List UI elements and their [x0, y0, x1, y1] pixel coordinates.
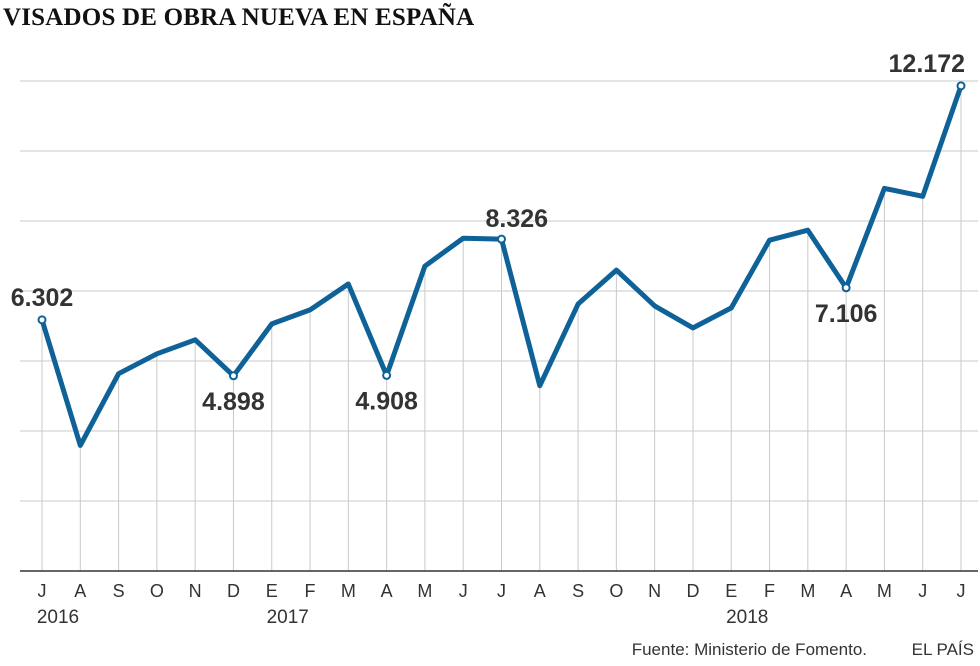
data-point — [806, 228, 810, 232]
x-tick-label: A — [534, 581, 546, 601]
data-label: 6.302 — [11, 284, 74, 312]
annotated-point-marker — [841, 283, 851, 293]
data-label: 8.326 — [486, 205, 549, 233]
chart-title: VISADOS DE OBRA NUEVA EN ESPAÑA — [3, 4, 475, 31]
brand-logo-text: EL PAÍS — [911, 640, 974, 659]
x-tick-label: E — [266, 581, 278, 601]
x-tick-label: M — [877, 581, 892, 601]
x-tick-label: M — [341, 581, 356, 601]
x-tick-label: J — [497, 581, 506, 601]
data-point — [921, 194, 925, 198]
data-point — [423, 264, 427, 268]
annotated-point-marker — [37, 315, 47, 325]
data-point — [346, 282, 350, 286]
data-point — [614, 268, 618, 272]
x-tick-label: J — [918, 581, 927, 601]
data-point — [691, 326, 695, 330]
x-tick-label: J — [38, 581, 47, 601]
data-point — [308, 308, 312, 312]
x-tick-label: F — [764, 581, 775, 601]
x-tick-label: O — [609, 581, 623, 601]
data-label: 7.106 — [815, 300, 878, 328]
data-point — [882, 186, 886, 190]
annotated-point-marker — [382, 370, 392, 380]
data-point — [193, 338, 197, 342]
x-tick-label: J — [957, 581, 966, 601]
data-point — [155, 352, 159, 356]
x-tick-label: M — [800, 581, 815, 601]
x-tick-label: A — [840, 581, 852, 601]
data-point — [729, 306, 733, 310]
data-point — [768, 238, 772, 242]
year-label: 2016 — [37, 607, 79, 628]
data-point — [461, 236, 465, 240]
x-tick-label: A — [74, 581, 86, 601]
x-tick-label: N — [648, 581, 661, 601]
source-note: Fuente: Ministerio de Fomento. — [631, 640, 867, 659]
annotated-point-marker — [228, 371, 238, 381]
data-label: 4.908 — [355, 387, 418, 415]
data-point — [270, 322, 274, 326]
x-tick-label: E — [725, 581, 737, 601]
x-tick-label: M — [417, 581, 432, 601]
x-tick-label: F — [305, 581, 316, 601]
x-tick-label: A — [381, 581, 393, 601]
data-label: 12.172 — [889, 50, 965, 78]
data-point — [78, 443, 82, 447]
x-tick-label: S — [572, 581, 584, 601]
data-label: 4.898 — [202, 388, 265, 416]
x-tick-label: D — [686, 581, 699, 601]
annotated-point-marker — [497, 234, 506, 244]
year-label: 2017 — [267, 607, 309, 628]
x-tick-label: J — [459, 581, 468, 601]
data-point — [117, 372, 121, 376]
data-point — [653, 304, 657, 308]
x-tick-label: N — [189, 581, 202, 601]
x-tick-label: D — [227, 581, 240, 601]
data-point — [576, 302, 580, 306]
x-tick-label: O — [150, 581, 164, 601]
year-label: 2018 — [726, 607, 768, 628]
annotated-point-marker — [956, 81, 966, 91]
x-tick-label: S — [113, 581, 125, 601]
data-point — [538, 384, 542, 388]
